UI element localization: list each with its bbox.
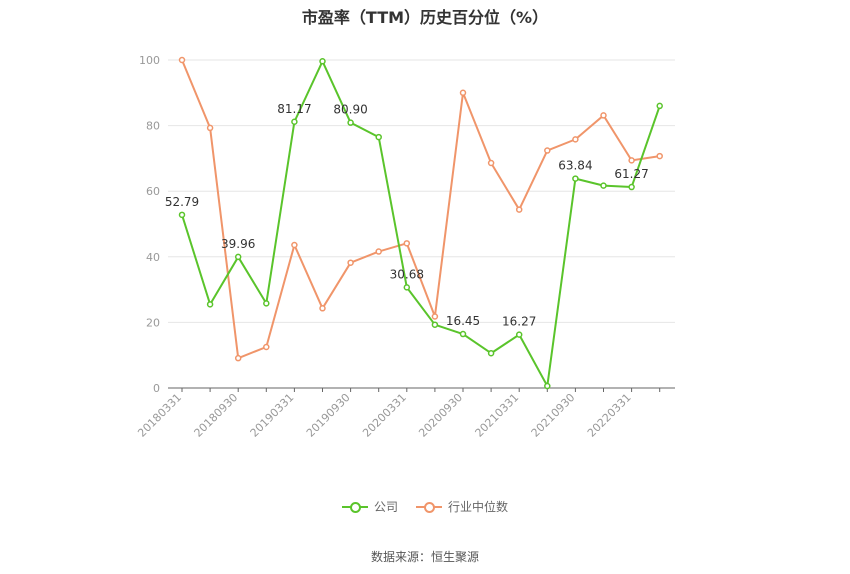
legend-label-industry-median: 行业中位数 (448, 500, 509, 514)
data-point-0 (291, 118, 298, 126)
legend-swatch-industry-median (416, 501, 442, 513)
data-point-1 (178, 56, 186, 64)
series-line-1 (181, 59, 660, 360)
data-point-0 (403, 284, 411, 291)
data-point-1 (572, 136, 579, 143)
legend-item-industry-median[interactable]: 行业中位数 (416, 498, 508, 515)
data-point-1 (403, 240, 411, 247)
x-tick-label: 20180331 (135, 391, 184, 440)
x-tick-label: 20210331 (473, 391, 522, 440)
axes (168, 387, 675, 392)
data-label: 16.27 (502, 315, 536, 329)
data-point-1 (206, 124, 214, 132)
x-tick-labels: 20180331 20180930 20190331 20190930 20200331… (135, 391, 633, 440)
chart-title: 市盈率（TTM）历史百分位（%） (301, 8, 549, 27)
x-tick-label: 20210930 (529, 391, 578, 440)
data-point-1 (600, 112, 607, 119)
x-tick-label: 20190930 (304, 391, 353, 440)
legend-swatch-company (341, 501, 368, 513)
data-point-1 (628, 157, 635, 164)
data-point-1 (515, 206, 523, 213)
data-label: 81.17 (277, 102, 311, 116)
x-tick-label: 20200930 (416, 391, 465, 440)
data-label: 52.79 (165, 195, 199, 209)
y-tick-label: 20 (146, 316, 160, 329)
series-group (178, 56, 663, 390)
y-tick-label: 40 (146, 251, 160, 264)
y-tick-labels: 0 20 40 60 80 100 (139, 54, 160, 395)
legend-label-company: 公司 (373, 500, 398, 514)
y-tick-label: 100 (139, 54, 160, 67)
data-point-1 (487, 159, 495, 167)
data-labels: 52.79 39.96 81.17 80.90 30.68 16.45 16.27 63.84… (165, 102, 649, 329)
data-point-0 (234, 253, 242, 261)
data-point-0 (347, 119, 354, 126)
x-tick-label: 20180930 (192, 391, 241, 440)
data-label: 61.27 (614, 167, 648, 181)
legend: 公司 行业中位数 (0, 498, 850, 515)
data-label: 63.84 (558, 159, 592, 173)
data-point-1 (375, 248, 382, 255)
data-point-0 (656, 102, 663, 110)
line-chart: 0 20 40 60 80 100 20180331 20180930 20190331 201… (135, 54, 675, 440)
data-label: 39.96 (221, 237, 255, 251)
data-point-1 (656, 152, 663, 160)
data-source: 数据来源：恒生聚源 (370, 550, 479, 564)
data-point-0 (263, 300, 270, 307)
data-point-0 (487, 349, 495, 357)
data-point-0 (319, 58, 326, 65)
data-point-1 (431, 313, 439, 320)
data-point-1 (459, 89, 467, 97)
data-point-1 (347, 259, 354, 266)
data-point-1 (263, 343, 270, 351)
data-point-0 (600, 182, 607, 189)
x-tick-label: 20200331 (360, 391, 409, 440)
data-point-1 (319, 305, 326, 312)
data-point-0 (544, 382, 551, 390)
data-point-1 (234, 354, 242, 362)
y-tick-label: 60 (146, 185, 160, 198)
data-point-0 (628, 183, 635, 191)
data-point-1 (291, 241, 298, 249)
x-tick-label: 20190331 (248, 391, 297, 440)
legend-item-company[interactable]: 公司 (341, 498, 398, 515)
data-label: 30.68 (390, 267, 424, 281)
y-tick-label: 0 (153, 382, 160, 395)
data-point-0 (431, 321, 439, 328)
y-tick-label: 80 (146, 120, 160, 133)
data-label: 16.45 (446, 314, 480, 328)
data-point-0 (572, 175, 579, 182)
data-point-0 (459, 330, 467, 338)
data-point-1 (544, 147, 551, 154)
data-point-0 (178, 211, 186, 219)
data-point-0 (206, 301, 214, 308)
data-point-0 (375, 133, 382, 141)
data-point-0 (515, 331, 523, 338)
data-label: 80.90 (333, 103, 367, 117)
series-line-0 (181, 60, 661, 388)
x-tick-label: 20220331 (585, 391, 634, 440)
